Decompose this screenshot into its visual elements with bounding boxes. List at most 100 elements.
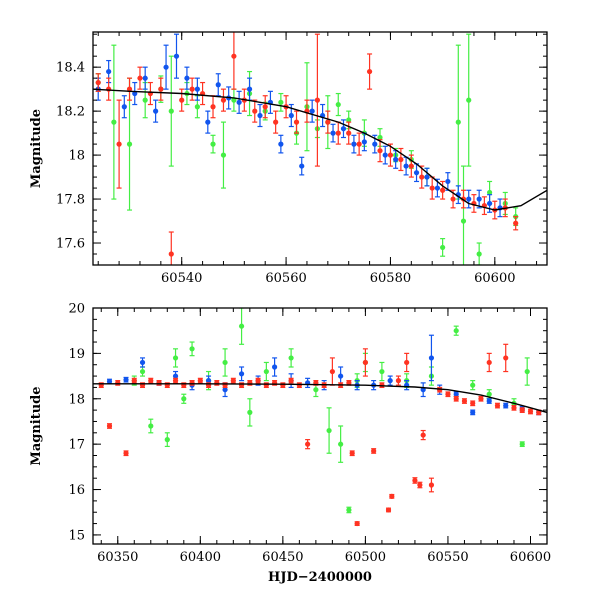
- top-green-marker-30: [486, 189, 493, 196]
- bottom-green-marker-1: [139, 368, 146, 375]
- top-blue-point-25: [361, 132, 367, 152]
- top-red-marker-0: [95, 79, 101, 86]
- bottom-red-marker-9: [172, 378, 179, 384]
- top-red-marker-33: [440, 187, 446, 193]
- top-red-marker-11: [210, 104, 216, 110]
- top-blue-marker-6: [163, 64, 169, 70]
- bottom-red-point-22: [280, 382, 286, 389]
- bottom-green-point-4: [172, 348, 179, 368]
- top-blue-point-36: [476, 189, 482, 209]
- top-green-marker-2: [126, 141, 133, 147]
- bottom-red-point-24: [296, 382, 302, 389]
- top-blue-marker-19: [299, 163, 305, 169]
- top-green-point-18: [335, 92, 341, 117]
- top-blue-marker-22: [330, 130, 336, 136]
- top-green-marker-28: [466, 97, 472, 103]
- top-red-point-40: [513, 216, 519, 231]
- top-blue-marker-29: [403, 163, 409, 169]
- top-blue-point-15: [257, 103, 263, 128]
- bottom-red-point-11: [189, 380, 195, 386]
- top-blue-point-7: [173, 33, 180, 79]
- bottom-blue-point-19: [420, 382, 426, 398]
- bottom-red-marker-38: [395, 378, 402, 384]
- top-blue-point-16: [267, 90, 274, 114]
- top-green-marker-25: [440, 244, 446, 251]
- bottom-green-point-15: [338, 425, 344, 463]
- top-y-tick-label-4: 18.4: [56, 61, 85, 76]
- top-red-marker-26: [366, 68, 373, 75]
- bottom-red-point-3: [123, 450, 129, 457]
- bottom-green-marker-4: [172, 355, 179, 361]
- bottom-series-blue: [106, 334, 542, 416]
- bottom-green-point-12: [288, 348, 294, 368]
- top-red-point-29: [398, 147, 404, 172]
- bottom-green-point-26: [519, 441, 525, 448]
- bottom-blue-point-20: [428, 334, 435, 382]
- bottom-y-tick-label-2: 17: [68, 438, 85, 453]
- top-green-marker-5: [168, 108, 174, 114]
- top-y-tick-label-0: 17.6: [56, 237, 85, 252]
- bottom-green-marker-26: [519, 441, 525, 447]
- top-blue-point-30: [413, 163, 420, 183]
- bottom-red-marker-42: [420, 432, 426, 438]
- bottom-red-marker-50: [486, 359, 492, 366]
- top-green-marker-21: [377, 134, 383, 141]
- bottom-red-point-31: [349, 450, 355, 457]
- top-red-point-0: [95, 73, 101, 92]
- top-axis-ticks: 60540 60560 60580 60600 17.6 17.8 18 18.2 18.4: [56, 32, 547, 286]
- top-red-point-37: [481, 196, 487, 216]
- top-red-point-36: [471, 194, 477, 213]
- top-red-point-2: [116, 99, 122, 189]
- top-red-marker-12: [220, 97, 227, 103]
- bottom-blue-point-10: [272, 357, 278, 377]
- bottom-red-point-4: [131, 377, 137, 384]
- top-blue-point-38: [497, 198, 503, 218]
- top-x-tick-label-3: 60600: [474, 271, 515, 286]
- top-green-marker-18: [335, 101, 341, 108]
- bottom-blue-marker-1: [123, 377, 129, 383]
- bottom-red-marker-1: [106, 423, 113, 429]
- bottom-red-point-48: [470, 400, 476, 407]
- bottom-x-tick-label-1: 60400: [180, 550, 221, 565]
- bottom-green-marker-22: [453, 328, 459, 334]
- top-red-marker-8: [179, 97, 185, 103]
- bottom-red-marker-47: [461, 398, 468, 404]
- bottom-red-point-20: [263, 382, 269, 389]
- top-series-green: [95, 33, 519, 265]
- bottom-red-marker-28: [329, 368, 335, 375]
- top-green-point-8: [210, 134, 216, 154]
- top-blue-point-6: [163, 44, 169, 90]
- bottom-blue-marker-4: [172, 373, 179, 379]
- bottom-red-point-36: [385, 507, 392, 513]
- top-panel-light-curve: 60540 60560 60580 60600 17.6 17.8 18 18.2 18.4 M…: [29, 31, 548, 286]
- bottom-red-marker-53: [511, 405, 517, 411]
- bottom-red-marker-54: [519, 407, 525, 413]
- top-blue-point-37: [486, 194, 493, 213]
- top-blue-point-29: [403, 156, 409, 176]
- top-blue-point-3: [132, 81, 138, 106]
- bottom-red-marker-36: [385, 507, 392, 513]
- top-y-axis-label: Magnitude: [29, 109, 44, 188]
- top-blue-point-35: [466, 189, 472, 209]
- bottom-red-marker-19: [255, 378, 261, 384]
- bottom-red-point-52: [503, 343, 509, 373]
- top-blue-marker-8: [184, 75, 190, 81]
- bottom-green-marker-9: [238, 323, 245, 329]
- bottom-red-marker-7: [156, 380, 162, 386]
- top-blue-marker-27: [382, 152, 388, 158]
- top-green-marker-1: [111, 119, 117, 125]
- top-blue-marker-15: [257, 112, 263, 119]
- top-red-marker-28: [387, 152, 394, 158]
- bottom-red-point-54: [519, 407, 525, 413]
- bottom-red-point-50: [486, 352, 492, 373]
- top-blue-marker-25: [361, 139, 367, 145]
- bottom-x-tick-label-3: 60500: [345, 550, 386, 565]
- bottom-red-point-7: [156, 380, 162, 386]
- bottom-red-point-37: [389, 493, 395, 499]
- bottom-blue-marker-10: [272, 364, 278, 370]
- top-red-point-4: [137, 66, 143, 90]
- top-red-point-19: [293, 110, 300, 134]
- top-red-marker-16: [262, 104, 268, 110]
- top-blue-marker-33: [445, 178, 451, 185]
- top-y-tick-label-3: 18.2: [56, 105, 85, 120]
